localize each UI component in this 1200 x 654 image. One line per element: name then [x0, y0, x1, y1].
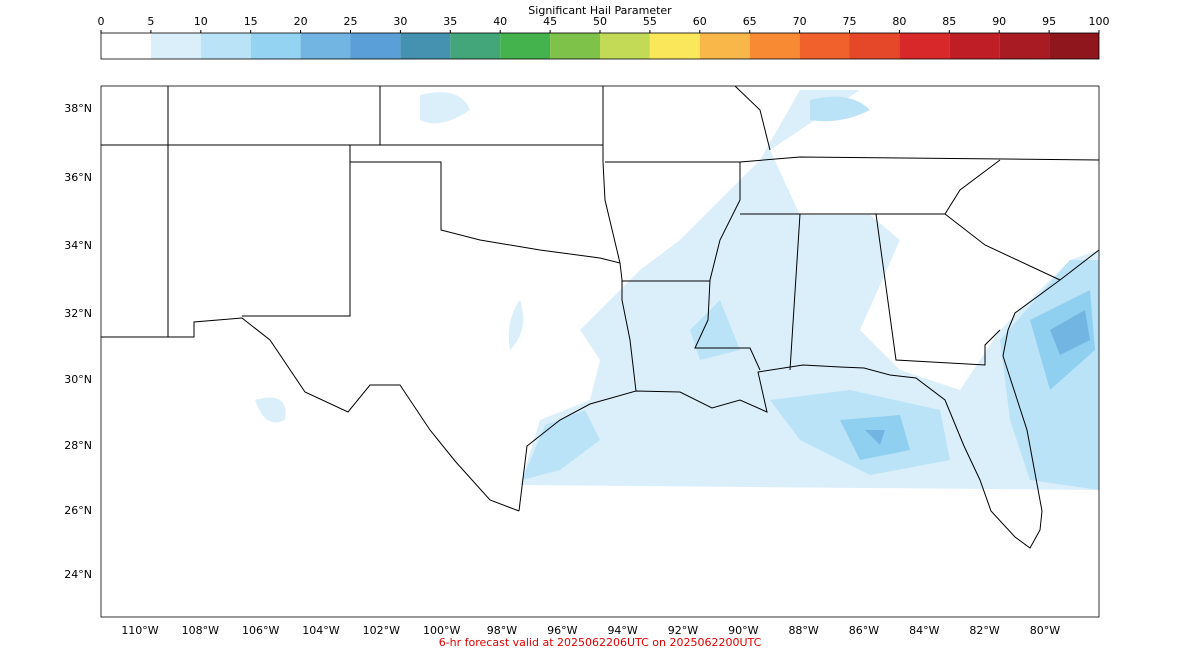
color-swatch — [200, 33, 251, 59]
color-swatch — [649, 33, 700, 59]
colorbar-tick-label: 30 — [393, 15, 407, 28]
colorbar-tick-label: 55 — [643, 15, 657, 28]
colorbar-tick-label: 25 — [344, 15, 358, 28]
colorbar-tick-label: 80 — [892, 15, 906, 28]
color-swatch — [300, 33, 351, 59]
color-swatch — [749, 33, 800, 59]
colorbar-tick-label: 85 — [942, 15, 956, 28]
colorbar-tick-label: 45 — [543, 15, 557, 28]
lon-label: 104°W — [302, 624, 339, 637]
colorbar-tick-label: 5 — [147, 15, 154, 28]
lat-label: 26°N — [64, 504, 92, 517]
lon-label: 94°W — [607, 624, 637, 637]
colorbar-tick-label: 50 — [593, 15, 607, 28]
lon-label: 88°W — [788, 624, 818, 637]
lat-label: 28°N — [64, 439, 92, 452]
lat-label: 34°N — [64, 239, 92, 252]
colorbar-tick-label: 75 — [843, 15, 857, 28]
colorbar-tick-label: 70 — [793, 15, 807, 28]
colorbar-tick-label: 0 — [98, 15, 105, 28]
colorbar-tick-label: 65 — [743, 15, 757, 28]
lat-label: 32°N — [64, 307, 92, 320]
map-frame — [100, 85, 1100, 618]
color-swatch — [899, 33, 950, 59]
lat-label: 30°N — [64, 373, 92, 386]
color-swatch — [699, 33, 750, 59]
color-swatch — [799, 33, 850, 59]
colorbar-tick-label: 15 — [244, 15, 258, 28]
colorbar-tick-label: 10 — [194, 15, 208, 28]
color-swatch — [949, 33, 1000, 59]
lat-label: 38°N — [64, 102, 92, 115]
hail-shading — [255, 90, 1099, 491]
colorbar-tick-label: 100 — [1089, 15, 1110, 28]
color-swatch — [1049, 33, 1099, 59]
lon-label: 90°W — [728, 624, 758, 637]
lon-label: 92°W — [668, 624, 698, 637]
colorbar-tick-label: 20 — [294, 15, 308, 28]
color-swatch — [150, 33, 201, 59]
forecast-note: 6-hr forecast valid at 2025062206UTC on … — [439, 636, 762, 649]
colorbar-tick-label: 90 — [992, 15, 1006, 28]
lon-label: 84°W — [909, 624, 939, 637]
lon-label: 82°W — [969, 624, 999, 637]
color-swatch — [600, 33, 650, 59]
color-swatch — [450, 33, 501, 59]
color-swatch — [550, 33, 600, 59]
color-swatch — [400, 33, 451, 59]
boundaries — [101, 86, 1099, 549]
color-swatch — [999, 33, 1050, 59]
colorbar: 0 5 10 15 20 25 30 35 40 45 50 55 60 65 70 75 80 85 90 95 10… — [98, 15, 1110, 60]
lon-label: 108°W — [182, 624, 219, 637]
lon-label: 106°W — [242, 624, 279, 637]
lat-label: 36°N — [64, 171, 92, 184]
lat-label: 24°N — [64, 568, 92, 581]
colorbar-tick-label: 40 — [493, 15, 507, 28]
colorbar-tick-label: 35 — [443, 15, 457, 28]
map — [101, 86, 1099, 549]
colorbar-tick-label: 95 — [1042, 15, 1056, 28]
color-swatch — [250, 33, 301, 59]
lon-label: 86°W — [849, 624, 879, 637]
lon-label: 98°W — [487, 624, 517, 637]
lon-label: 100°W — [423, 624, 460, 637]
lon-label: 110°W — [121, 624, 158, 637]
lon-label: 96°W — [547, 624, 577, 637]
lon-label: 102°W — [363, 624, 400, 637]
colorbar-label: Significant Hail Parameter — [528, 4, 672, 17]
colorbar-tick-label: 60 — [693, 15, 707, 28]
color-swatch — [500, 33, 551, 59]
lon-label: 80°W — [1030, 624, 1060, 637]
color-swatch — [350, 33, 401, 59]
color-swatch — [849, 33, 900, 59]
color-swatch — [101, 33, 151, 59]
